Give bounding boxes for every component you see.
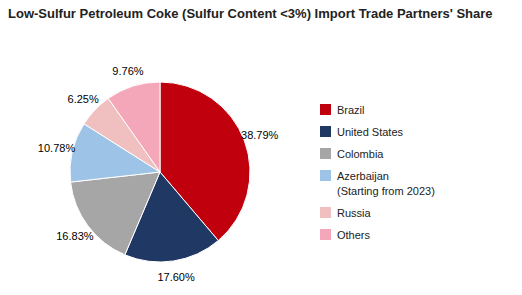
data-label: 17.60% (157, 271, 195, 283)
legend-label: Colombia (337, 148, 384, 160)
data-labels: 38.79% 17.60% 16.83% 10.78% 6.25% 9.76% (38, 65, 279, 283)
legend: Brazil United States Colombia Azerbaijan (St… (320, 104, 435, 241)
data-label: 9.76% (112, 65, 143, 77)
legend-swatch (320, 148, 331, 159)
legend-swatch (320, 207, 331, 218)
data-label: 16.83% (56, 230, 94, 242)
legend-label-line: (Starting from 2023) (337, 185, 435, 197)
legend-item: Russia (320, 207, 372, 219)
legend-item: Azerbaijan (Starting from 2023) (320, 170, 435, 197)
data-label: 38.79% (241, 129, 279, 141)
pie (70, 82, 250, 262)
legend-item: Others (320, 229, 371, 241)
legend-label-line: Russia (337, 207, 372, 219)
legend-label-line: Brazil (337, 104, 365, 116)
data-label: 6.25% (68, 93, 99, 105)
legend-label: Others (337, 229, 371, 241)
legend-swatch (320, 229, 331, 240)
pie-slice (108, 82, 160, 172)
legend-label-line: Azerbaijan (337, 170, 389, 182)
legend-item: Brazil (320, 104, 365, 116)
title: Low-Sulfur Petroleum Coke (Sulfur Conten… (8, 6, 493, 21)
legend-swatch (320, 104, 331, 115)
legend-label: Russia (337, 207, 372, 219)
legend-label: United States (337, 126, 404, 138)
legend-item: Colombia (320, 148, 384, 160)
legend-item: United States (320, 126, 404, 138)
legend-swatch (320, 126, 331, 137)
pie-slice (71, 172, 160, 255)
legend-label-line: United States (337, 126, 404, 138)
data-label: 10.78% (38, 142, 76, 154)
chart: Low-Sulfur Petroleum Coke (Sulfur Conten… (0, 0, 522, 295)
legend-label: Brazil (337, 104, 365, 116)
legend-label-line: Others (337, 229, 371, 241)
legend-swatch (320, 170, 331, 181)
legend-label: Azerbaijan (Starting from 2023) (337, 170, 435, 197)
legend-label-line: Colombia (337, 148, 384, 160)
title-line: Low-Sulfur Petroleum Coke (Sulfur Conten… (8, 6, 493, 21)
